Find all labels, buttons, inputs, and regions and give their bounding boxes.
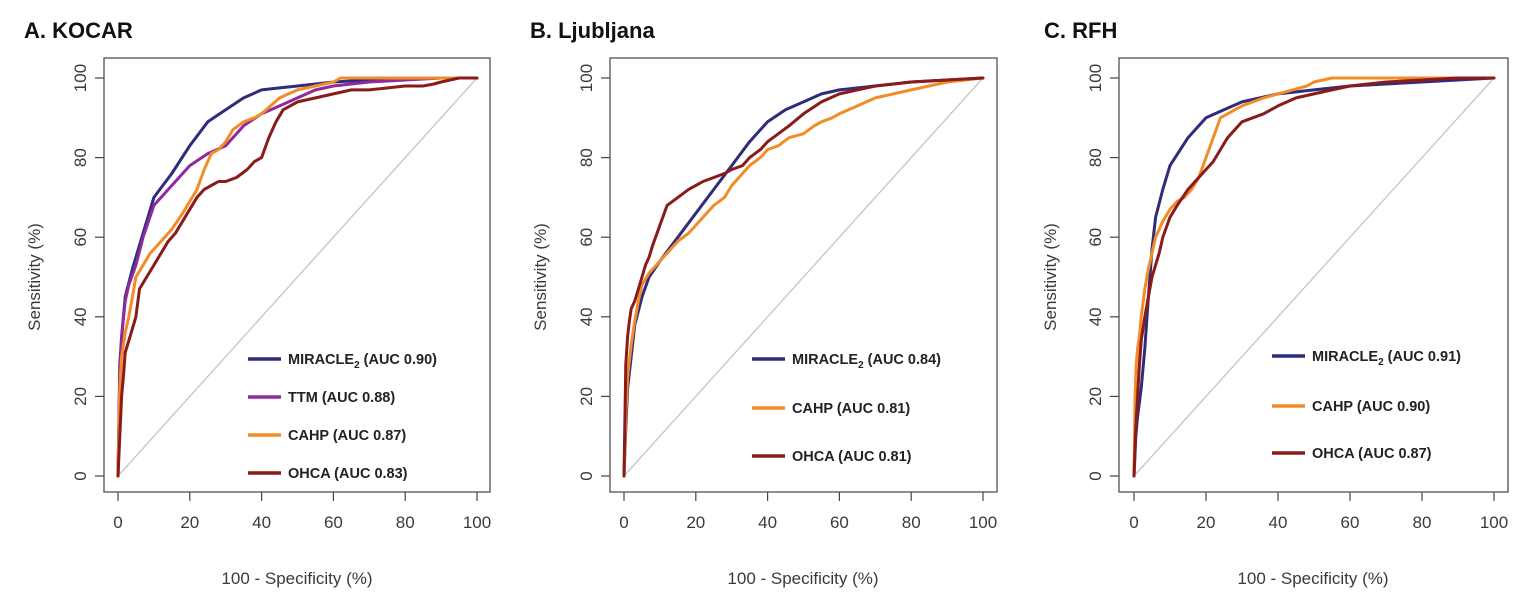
x-tick-label: 40 xyxy=(1269,513,1288,532)
roc-curve-ohca xyxy=(1132,76,1496,478)
panel-title: C. RFH xyxy=(1044,18,1117,43)
y-tick-label: 60 xyxy=(1086,228,1105,247)
x-tick-label: 40 xyxy=(252,513,271,532)
x-axis-label: 100 - Specificity (%) xyxy=(221,569,372,588)
x-tick-label: 100 xyxy=(463,513,491,532)
y-tick-label: 80 xyxy=(577,148,596,167)
roc-curve-ohca xyxy=(116,76,479,478)
x-tick-label: 0 xyxy=(113,513,122,532)
x-tick-label: 80 xyxy=(1413,513,1432,532)
legend-entry: CAHP (AUC 0.87) xyxy=(288,428,406,444)
legend-entry: OHCA (AUC 0.83) xyxy=(288,466,408,482)
y-tick-label: 20 xyxy=(1086,387,1105,406)
y-tick-label: 100 xyxy=(71,64,90,92)
y-tick-label: 40 xyxy=(1086,307,1105,326)
y-axis-label: Sensitivity (%) xyxy=(1041,223,1060,331)
x-tick-label: 20 xyxy=(180,513,199,532)
y-tick-label: 20 xyxy=(71,387,90,406)
x-tick-label: 60 xyxy=(1341,513,1360,532)
x-tick-label: 20 xyxy=(686,513,705,532)
legend-entry: CAHP (AUC 0.81) xyxy=(792,401,910,417)
plot-frame xyxy=(609,57,998,493)
y-tick-label: 100 xyxy=(577,64,596,92)
y-tick-label: 0 xyxy=(1086,471,1105,480)
y-tick-label: 40 xyxy=(71,307,90,326)
roc-curve-cahp xyxy=(622,76,985,478)
y-axis-label: Sensitivity (%) xyxy=(531,223,550,331)
x-tick-label: 100 xyxy=(969,513,997,532)
plot-frame xyxy=(103,57,491,493)
panel-title: B. Ljubljana xyxy=(530,18,655,43)
roc-curve-cahp xyxy=(116,76,479,478)
legend-entry: TTM (AUC 0.88) xyxy=(288,390,395,406)
x-tick-label: 0 xyxy=(619,513,628,532)
panel-title: A. KOCAR xyxy=(24,18,133,43)
roc-curve-ohca xyxy=(622,76,985,478)
x-tick-label: 40 xyxy=(758,513,777,532)
x-tick-label: 20 xyxy=(1197,513,1216,532)
y-tick-label: 80 xyxy=(1086,148,1105,167)
reference-diagonal xyxy=(117,77,478,477)
y-tick-label: 40 xyxy=(577,307,596,326)
legend-entry: MIRACLE2 (AUC 0.84) xyxy=(792,352,941,371)
y-tick-label: 60 xyxy=(71,228,90,247)
plot-frame xyxy=(1118,57,1509,493)
y-tick-label: 100 xyxy=(1086,64,1105,92)
legend-entry: MIRACLE2 (AUC 0.91) xyxy=(1312,349,1461,368)
roc-panel-3: C. RFH 0 20 40 60 80 100 0 20 40 60 80 100 100 - Spec… xyxy=(1041,18,1509,588)
y-tick-label: 0 xyxy=(71,471,90,480)
x-axis-label: 100 - Specificity (%) xyxy=(727,569,878,588)
legend-entry: MIRACLE2 (AUC 0.90) xyxy=(288,352,437,371)
y-tick-label: 0 xyxy=(577,471,596,480)
x-tick-label: 80 xyxy=(902,513,921,532)
x-tick-label: 60 xyxy=(830,513,849,532)
x-axis-label: 100 - Specificity (%) xyxy=(1237,569,1388,588)
reference-diagonal xyxy=(1133,77,1495,477)
roc-panel-2: B. Ljubljana 0 20 40 60 80 100 0 20 40 60 80 100 100 … xyxy=(530,18,998,588)
x-tick-label: 60 xyxy=(324,513,343,532)
x-tick-label: 80 xyxy=(396,513,415,532)
legend-entry: CAHP (AUC 0.90) xyxy=(1312,399,1430,415)
roc-curve-cahp xyxy=(1132,76,1496,478)
y-tick-label: 20 xyxy=(577,387,596,406)
y-tick-label: 80 xyxy=(71,148,90,167)
legend-entry: OHCA (AUC 0.87) xyxy=(1312,446,1432,462)
x-tick-label: 100 xyxy=(1480,513,1508,532)
y-tick-label: 60 xyxy=(577,228,596,247)
roc-panel-1: A. KOCAR 0 20 40 60 80 100 0 20 40 60 80 100 100 - Sp… xyxy=(24,18,491,588)
legend-entry: OHCA (AUC 0.81) xyxy=(792,449,912,465)
x-tick-label: 0 xyxy=(1129,513,1138,532)
y-axis-label: Sensitivity (%) xyxy=(25,223,44,331)
reference-diagonal xyxy=(623,77,984,477)
